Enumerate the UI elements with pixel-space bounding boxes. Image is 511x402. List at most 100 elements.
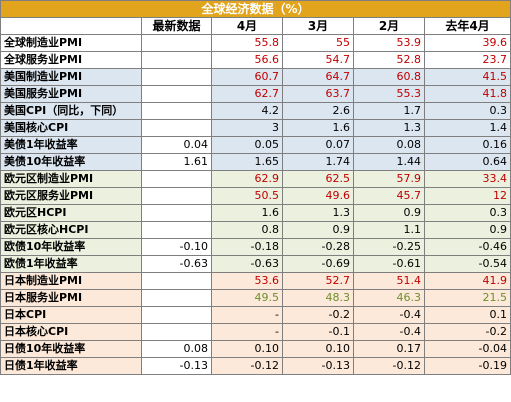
cell-feb: 55.3 [353, 85, 425, 103]
cell-feb: 51.4 [353, 272, 425, 290]
table-row: 欧债10年收益率 -0.10 -0.18 -0.28 -0.25 -0.46 [0, 238, 511, 256]
cell-mar: 48.3 [282, 289, 354, 307]
cell-apr: 0.10 [211, 340, 283, 358]
cell-latest [141, 51, 212, 69]
cell-apr: 62.9 [211, 170, 283, 188]
cell-lastyear: -0.2 [424, 323, 511, 341]
cell-apr: -0.63 [211, 255, 283, 273]
cell-mar: 54.7 [282, 51, 354, 69]
table-row: 欧元区核心HCPI 0.8 0.9 1.1 0.9 [0, 221, 511, 239]
cell-lastyear: 41.8 [424, 85, 511, 103]
table-row: 日本CPI - -0.2 -0.4 0.1 [0, 306, 511, 324]
cell-apr: 4.2 [211, 102, 283, 120]
cell-apr: 1.6 [211, 204, 283, 222]
cell-apr: 0.05 [211, 136, 283, 154]
table-row: 美债1年收益率 0.04 0.05 0.07 0.08 0.16 [0, 136, 511, 154]
table-row: 全球制造业PMI 55.8 55 53.9 39.6 [0, 34, 511, 52]
cell-feb: 1.1 [353, 221, 425, 239]
cell-apr: - [211, 323, 283, 341]
cell-latest: 0.04 [141, 136, 212, 154]
cell-lastyear: 0.64 [424, 153, 511, 171]
cell-feb: 45.7 [353, 187, 425, 205]
cell-lastyear: -0.19 [424, 357, 511, 375]
cell-mar: -0.1 [282, 323, 354, 341]
cell-mar: 0.07 [282, 136, 354, 154]
row-label: 全球制造业PMI [0, 34, 142, 52]
cell-lastyear: 41.5 [424, 68, 511, 86]
table-row: 日债1年收益率 -0.13 -0.12 -0.13 -0.12 -0.19 [0, 357, 511, 375]
cell-mar: 1.3 [282, 204, 354, 222]
cell-apr: 62.7 [211, 85, 283, 103]
cell-apr: - [211, 306, 283, 324]
cell-mar: 62.5 [282, 170, 354, 188]
cell-apr: 49.5 [211, 289, 283, 307]
table-row: 美国制造业PMI 60.7 64.7 60.8 41.5 [0, 68, 511, 86]
cell-feb: 0.17 [353, 340, 425, 358]
cell-lastyear: 0.1 [424, 306, 511, 324]
cell-apr: 55.8 [211, 34, 283, 52]
cell-latest [141, 306, 212, 324]
cell-latest [141, 85, 212, 103]
cell-feb: -0.25 [353, 238, 425, 256]
row-label: 欧债1年收益率 [0, 255, 142, 273]
cell-feb: -0.61 [353, 255, 425, 273]
cell-feb: 53.9 [353, 34, 425, 52]
cell-feb: 46.3 [353, 289, 425, 307]
header-row: 最新数据 4月 3月 2月 去年4月 [0, 17, 511, 35]
row-label: 日本制造业PMI [0, 272, 142, 290]
cell-apr: 56.6 [211, 51, 283, 69]
table-row: 欧元区服务业PMI 50.5 49.6 45.7 12 [0, 187, 511, 205]
cell-lastyear: 1.4 [424, 119, 511, 137]
cell-apr: 0.8 [211, 221, 283, 239]
cell-mar: -0.69 [282, 255, 354, 273]
table-row: 欧元区制造业PMI 62.9 62.5 57.9 33.4 [0, 170, 511, 188]
cell-mar: 55 [282, 34, 354, 52]
cell-apr: -0.12 [211, 357, 283, 375]
row-label: 日本CPI [0, 306, 142, 324]
cell-latest: -0.13 [141, 357, 212, 375]
economic-data-table: 全球经济数据（%） 最新数据 4月 3月 2月 去年4月 全球制造业PMI 55.… [0, 0, 511, 375]
cell-latest [141, 221, 212, 239]
header-cell-lastyear: 去年4月 [424, 17, 511, 35]
row-label: 日债10年收益率 [0, 340, 142, 358]
cell-mar: 63.7 [282, 85, 354, 103]
cell-feb: 1.3 [353, 119, 425, 137]
cell-apr: 3 [211, 119, 283, 137]
table-row: 美债10年收益率 1.61 1.65 1.74 1.44 0.64 [0, 153, 511, 171]
row-label: 全球服务业PMI [0, 51, 142, 69]
cell-mar: -0.2 [282, 306, 354, 324]
cell-latest: -0.63 [141, 255, 212, 273]
cell-latest: 1.61 [141, 153, 212, 171]
cell-lastyear: 0.3 [424, 102, 511, 120]
cell-feb: 60.8 [353, 68, 425, 86]
row-label: 美国核心CPI [0, 119, 142, 137]
table-row: 美国CPI（同比，下同） 4.2 2.6 1.7 0.3 [0, 102, 511, 120]
cell-feb: -0.12 [353, 357, 425, 375]
cell-lastyear: 0.9 [424, 221, 511, 239]
header-cell-latest: 最新数据 [141, 17, 212, 35]
cell-lastyear: 39.6 [424, 34, 511, 52]
cell-mar: 2.6 [282, 102, 354, 120]
header-cell-mar: 3月 [282, 17, 354, 35]
table-row: 欧债1年收益率 -0.63 -0.63 -0.69 -0.61 -0.54 [0, 255, 511, 273]
cell-apr: 1.65 [211, 153, 283, 171]
cell-feb: 0.08 [353, 136, 425, 154]
cell-mar: 64.7 [282, 68, 354, 86]
cell-mar: -0.28 [282, 238, 354, 256]
table-row: 欧元区HCPI 1.6 1.3 0.9 0.3 [0, 204, 511, 222]
cell-lastyear: 0.3 [424, 204, 511, 222]
cell-mar: 49.6 [282, 187, 354, 205]
cell-feb: -0.4 [353, 323, 425, 341]
title-row: 全球经济数据（%） [0, 0, 511, 18]
table-row: 美国服务业PMI 62.7 63.7 55.3 41.8 [0, 85, 511, 103]
cell-latest [141, 289, 212, 307]
table-row: 日本制造业PMI 53.6 52.7 51.4 41.9 [0, 272, 511, 290]
cell-lastyear: 12 [424, 187, 511, 205]
row-label: 欧债10年收益率 [0, 238, 142, 256]
row-label: 美债10年收益率 [0, 153, 142, 171]
cell-apr: 50.5 [211, 187, 283, 205]
cell-lastyear: 41.9 [424, 272, 511, 290]
cell-apr: 60.7 [211, 68, 283, 86]
table-row: 日本服务业PMI 49.5 48.3 46.3 21.5 [0, 289, 511, 307]
table-row: 日本核心CPI - -0.1 -0.4 -0.2 [0, 323, 511, 341]
